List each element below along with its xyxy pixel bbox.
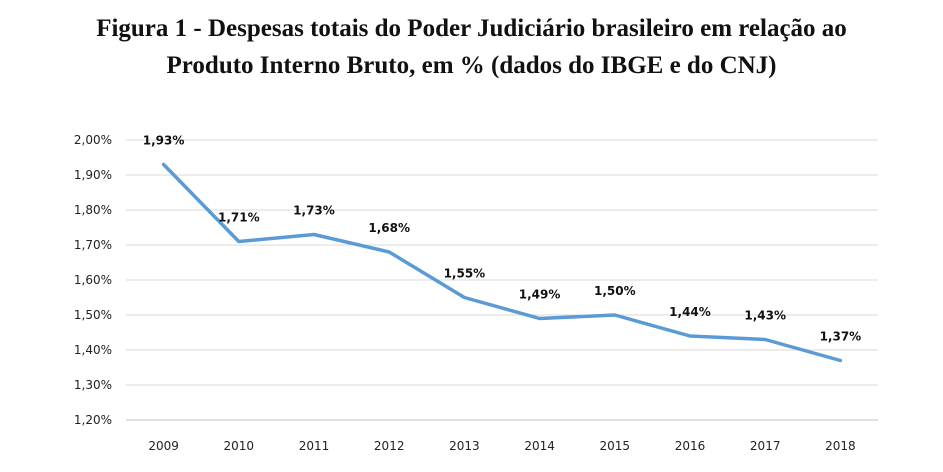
data-point [312,233,316,236]
data-label: 1,73% [293,204,335,218]
axes: 2,00% 1,90% 1,80% 1,70% 1,60% 1,50% 1,40% 1,30%… [74,133,856,453]
y-tick-label: 1,80% [74,203,112,217]
data-point [763,338,767,341]
y-tick-label: 2,00% [74,133,112,147]
x-tick-label: 2012 [374,439,405,453]
x-tick-label: 2009 [148,439,179,453]
figure-title-line-1: Figura 1 - Despesas totais do Poder Judi… [96,15,847,42]
data-label: 1,44% [669,305,711,319]
data-point [462,296,466,299]
data-labels: 1,93% 1,71% 1,73% 1,68% 1,55% 1,49% 1,50% 1,44%… [143,134,861,344]
x-tick-label: 2015 [600,439,631,453]
data-label: 1,68% [368,221,410,235]
series [161,162,843,363]
y-tick-label: 1,60% [74,273,112,287]
y-tick-label: 1,50% [74,308,112,322]
y-tick-label: 1,90% [74,168,112,182]
gridlines [126,139,878,421]
x-tick-label: 2013 [449,439,480,453]
line-chart: 2,00% 1,90% 1,80% 1,70% 1,60% 1,50% 1,40% 1,30%… [74,133,878,453]
data-label: 1,37% [820,330,862,344]
x-tick-label: 2016 [675,439,706,453]
series-line [161,162,843,363]
figure-title-line-2: Produto Interno Bruto, em % (dados do IB… [166,52,777,79]
y-tick-label: 1,70% [74,238,112,252]
data-point [237,240,241,243]
data-point [538,317,542,320]
y-tick-label: 1,30% [74,378,112,392]
y-tick-label: 1,40% [74,343,112,357]
data-point [838,359,842,362]
data-point [613,313,617,317]
chart-area: 2,00% 1,90% 1,80% 1,70% 1,60% 1,50% 1,40% 1,30%… [46,118,898,470]
data-point [387,250,391,254]
x-tick-label: 2011 [299,439,330,453]
data-point [688,334,692,338]
x-tick-label: 2018 [825,439,856,453]
x-tick-label: 2010 [224,439,255,453]
data-point [162,163,166,166]
y-tick-label: 1,20% [74,413,112,427]
x-tick-label: 2014 [524,439,555,453]
data-label: 1,50% [594,284,636,298]
data-label: 1,43% [744,309,786,323]
figure-title: Figura 1 - Despesas totais do Poder Judi… [0,10,943,84]
data-label: 1,49% [519,288,561,302]
data-label: 1,71% [218,211,260,225]
data-label: 1,93% [143,134,185,148]
x-tick-label: 2017 [750,439,781,453]
data-label: 1,55% [444,267,486,281]
